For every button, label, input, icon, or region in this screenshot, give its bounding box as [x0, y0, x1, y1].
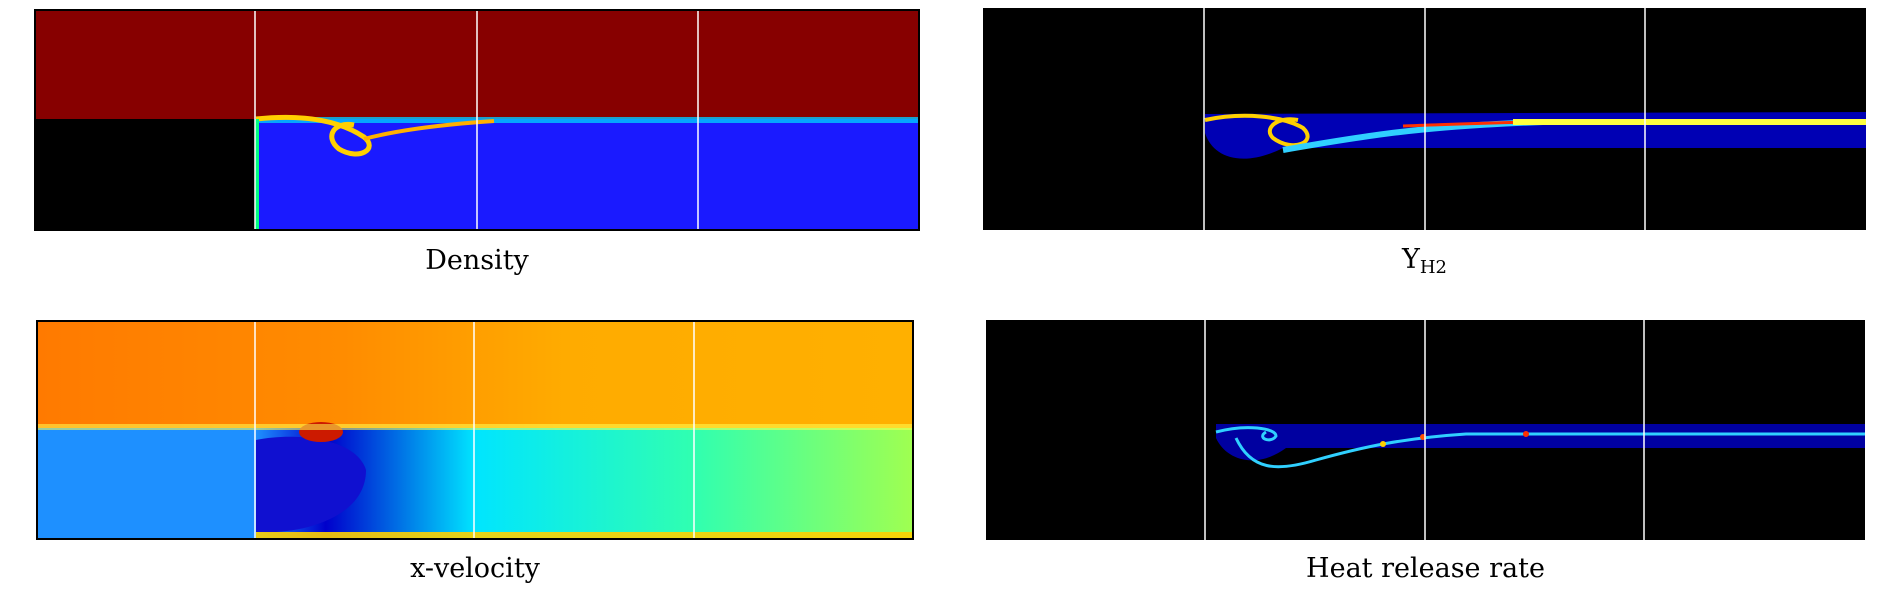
- vortex-roll-up: [255, 114, 372, 157]
- yh2-caption-subscript: H2: [1419, 257, 1447, 278]
- heat-release-hotspot: [1380, 441, 1386, 447]
- density-plot: [34, 9, 920, 231]
- flame-front: [1234, 432, 1865, 469]
- shear-layer: [363, 119, 495, 141]
- plot-frame: [36, 320, 914, 540]
- x-velocity-caption: x-velocity: [410, 553, 540, 584]
- x-velocity-plot: [36, 320, 914, 540]
- plot-frame: [34, 9, 920, 231]
- density-panel: Density: [34, 9, 920, 281]
- heat-release-hotspot: [1523, 431, 1529, 437]
- yh2-panel: YH2: [983, 8, 1866, 280]
- lower-stream-region: [256, 119, 920, 231]
- splitter-plate-edge: [255, 119, 259, 231]
- yh2-plot: [983, 8, 1866, 230]
- flame-tip: [1215, 426, 1278, 442]
- recirculation-zone: [256, 436, 366, 533]
- upper-velocity-region: [36, 320, 914, 428]
- heat-release-plot: [986, 320, 1865, 540]
- heat-release-panel: Heat release rate: [986, 320, 1865, 590]
- yh2-caption-main: Y: [1402, 244, 1420, 275]
- yh2-vortex: [1204, 113, 1310, 148]
- inlet-velocity-region: [36, 428, 256, 540]
- heat-release-caption: Heat release rate: [1306, 553, 1545, 584]
- mixing-layer: [256, 117, 920, 123]
- x-velocity-panel: x-velocity: [36, 320, 914, 590]
- yh2-caption: YH2: [983, 244, 1866, 278]
- density-caption: Density: [425, 245, 529, 276]
- shear-interface: [36, 424, 914, 430]
- wall-boundary-layer: [256, 532, 914, 540]
